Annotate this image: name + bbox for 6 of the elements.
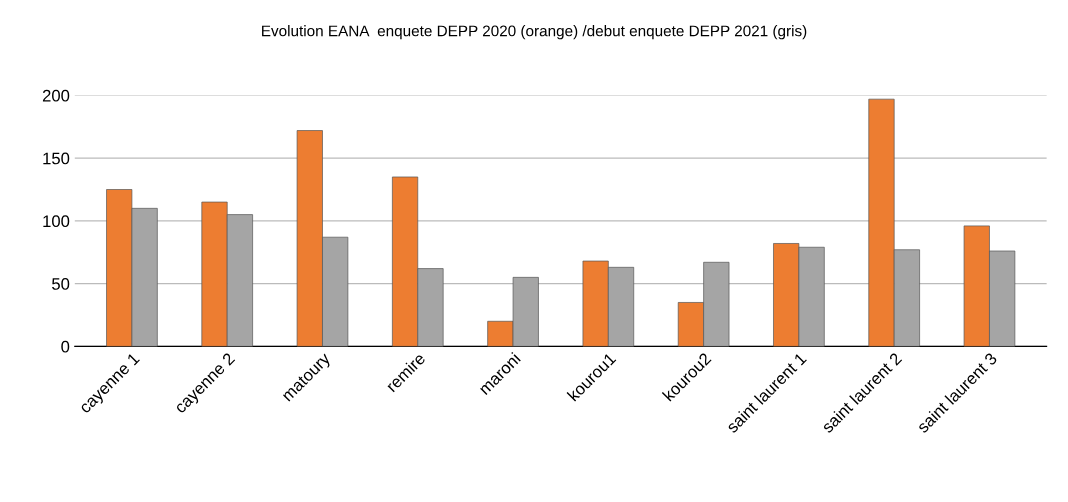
y-tick-label: 50 (52, 278, 70, 290)
y-tick-label: 100 (43, 215, 70, 228)
y-tick-label: 0 (61, 340, 70, 353)
y-tick-label: 150 (43, 152, 70, 165)
chart-title: Evolution EANA enquete DEPP 2020 (orange) /debut enquete DEPP 2021 (gris) (262, 25, 807, 40)
y-tick-label: 200 (42, 89, 70, 102)
